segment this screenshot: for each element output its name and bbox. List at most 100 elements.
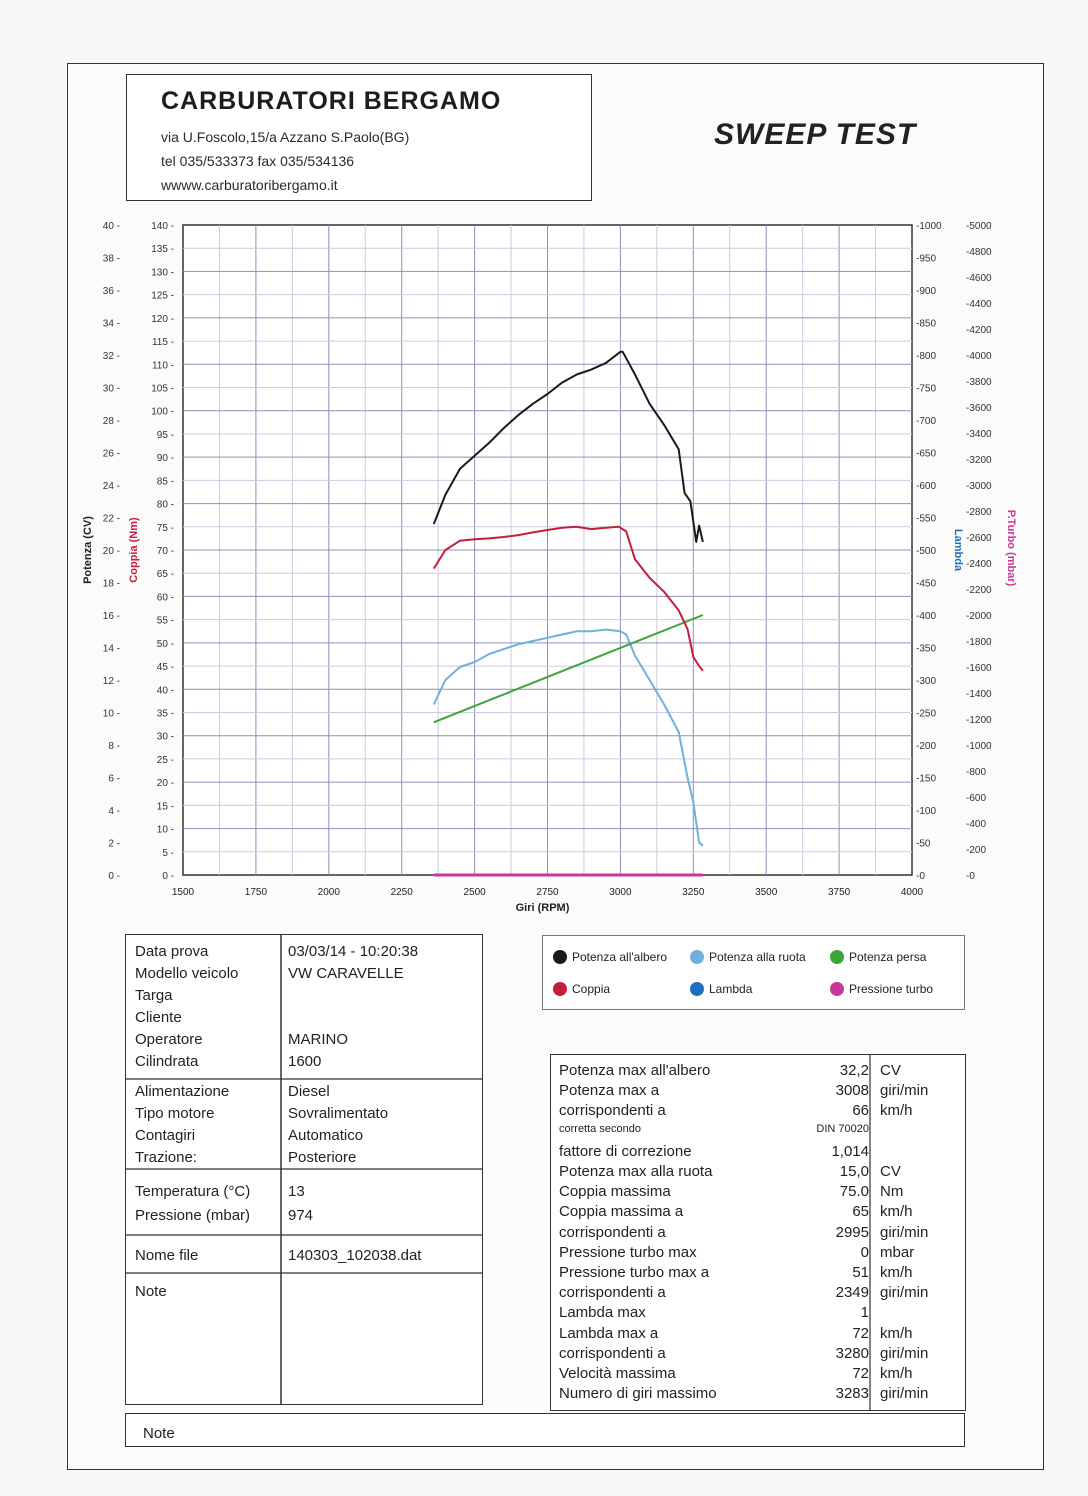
info-value: Sovralimentato bbox=[288, 1105, 389, 1122]
result-unit: km/h bbox=[880, 1203, 913, 1221]
y-tick-label-coppia: 60 - bbox=[157, 592, 174, 603]
result-value: DIN 70020 bbox=[816, 1122, 869, 1135]
result-value: 2349 bbox=[835, 1284, 869, 1302]
info-value: Automatico bbox=[288, 1127, 364, 1144]
y-tick-label-lambda: -1000 bbox=[916, 221, 942, 232]
legend-item: Coppia bbox=[553, 982, 610, 996]
y-tick-label-potenza: 26 - bbox=[103, 449, 120, 460]
y-tick-label-potenza: 40 - bbox=[103, 221, 120, 232]
x-tick-label: 2000 bbox=[318, 887, 341, 898]
info-value: 974 bbox=[288, 1207, 314, 1224]
info-value: 140303_102038.dat bbox=[288, 1247, 422, 1264]
result-value: 1,014 bbox=[831, 1142, 869, 1160]
y-tick-label-potenza: 0 - bbox=[108, 871, 120, 882]
y-tick-label-coppia: 125 - bbox=[151, 291, 174, 302]
y-tick-label-coppia: 120 - bbox=[151, 314, 174, 325]
result-label: Velocità massima bbox=[559, 1365, 676, 1382]
y-tick-label-potenza: 2 - bbox=[108, 839, 120, 850]
info-label: Temperatura (°C) bbox=[135, 1183, 251, 1200]
y-tick-label-turbo: -3400 bbox=[966, 429, 992, 440]
y-tick-label-turbo: -4400 bbox=[966, 299, 992, 310]
turbo-axis-label: P.Turbo (mbar) bbox=[1005, 510, 1017, 587]
legend-label: Lambda bbox=[709, 982, 753, 996]
result-value: 75.0 bbox=[839, 1183, 869, 1201]
y-tick-label-potenza: 12 - bbox=[103, 676, 120, 687]
y-tick-label-coppia: 75 - bbox=[157, 523, 174, 534]
x-tick-label: 1500 bbox=[172, 887, 195, 898]
y-tick-label-lambda: -150 bbox=[916, 774, 936, 785]
y-tick-label-potenza: 28 - bbox=[103, 416, 120, 427]
y-tick-label-potenza: 36 - bbox=[103, 286, 120, 297]
y-tick-label-coppia: 50 - bbox=[157, 639, 174, 650]
y-tick-label-potenza: 24 - bbox=[103, 481, 120, 492]
info-value: VW CARAVELLE bbox=[288, 965, 404, 982]
info-label: Note bbox=[135, 1283, 167, 1300]
result-unit: CV bbox=[880, 1163, 901, 1180]
y-tick-label-turbo: -1600 bbox=[966, 663, 992, 674]
y-tick-label-coppia: 30 - bbox=[157, 732, 174, 743]
footer-note-label: Note bbox=[143, 1425, 175, 1442]
info-label: Targa bbox=[135, 987, 173, 1004]
info-label: Cilindrata bbox=[135, 1053, 199, 1070]
y-tick-label-potenza: 16 - bbox=[103, 611, 120, 622]
y-tick-label-potenza: 38 - bbox=[103, 254, 120, 265]
result-unit: km/h bbox=[880, 1264, 913, 1281]
legend-label: Coppia bbox=[572, 982, 611, 996]
dyno-chart: 1500 1750 2000 2250 2500 2750 3000 3250 3500 3750… bbox=[82, 221, 1017, 914]
x-axis-label: Giri (RPM) bbox=[516, 902, 570, 914]
y-tick-label-lambda: -100 bbox=[916, 806, 936, 817]
result-label: Lambda max a bbox=[559, 1324, 659, 1342]
y-tick-label-potenza: 22 - bbox=[103, 514, 120, 525]
legend-item: Potenza alla ruota bbox=[690, 950, 806, 964]
y-tick-label-coppia: 80 - bbox=[157, 500, 174, 511]
result-label: Potenza max all'albero bbox=[559, 1062, 711, 1079]
result-label: Pressione turbo max bbox=[559, 1243, 697, 1261]
y-tick-label-lambda: -300 bbox=[916, 676, 936, 687]
y-tick-label-coppia: 100 - bbox=[151, 407, 174, 418]
result-unit: km/h bbox=[880, 1365, 913, 1382]
y-tick-label-potenza: 14 - bbox=[103, 644, 120, 655]
result-label: corrispondenti a bbox=[559, 1344, 666, 1362]
result-unit: km/h bbox=[880, 1102, 913, 1120]
results-table: Potenza max all'albero 32,2 CV Potenza max … bbox=[550, 1054, 966, 1411]
y-tick-label-coppia: 85 - bbox=[157, 476, 174, 487]
result-label: corrispondenti a bbox=[559, 1284, 666, 1302]
y-tick-label-lambda: -700 bbox=[916, 416, 936, 427]
y-tick-label-turbo: -1000 bbox=[966, 741, 992, 752]
result-value: 3283 bbox=[835, 1385, 869, 1403]
x-tick-label: 4000 bbox=[901, 887, 924, 898]
result-value: 65 bbox=[852, 1203, 869, 1221]
y-tick-label-turbo: -4800 bbox=[966, 247, 992, 258]
footer-note-box: Note bbox=[125, 1413, 965, 1447]
y-tick-label-coppia: 35 - bbox=[157, 709, 174, 720]
x-tick-label: 3250 bbox=[682, 887, 705, 898]
result-label: corretta secondo bbox=[559, 1122, 641, 1135]
result-value: 72 bbox=[852, 1365, 869, 1382]
result-label: Pressione turbo max a bbox=[559, 1264, 710, 1281]
x-tick-label: 1750 bbox=[245, 887, 268, 898]
result-value: 2995 bbox=[835, 1223, 869, 1241]
result-unit: giri/min bbox=[880, 1344, 929, 1362]
info-label: Operatore bbox=[135, 1031, 203, 1048]
y-tick-label-turbo: -2800 bbox=[966, 507, 992, 518]
y-tick-label-coppia: 135 - bbox=[151, 244, 174, 255]
y-tick-label-coppia: 15 - bbox=[157, 801, 174, 812]
y-tick-label-lambda: -950 bbox=[916, 254, 936, 265]
y-tick-label-coppia: 140 - bbox=[151, 221, 174, 232]
y-tick-label-turbo: -1200 bbox=[966, 715, 992, 726]
info-label: Trazione: bbox=[135, 1149, 197, 1166]
x-tick-label: 2750 bbox=[536, 887, 559, 898]
y-tick-label-potenza: 34 - bbox=[103, 319, 120, 330]
y-tick-label-lambda: -800 bbox=[916, 351, 936, 362]
info-value: Diesel bbox=[288, 1083, 330, 1100]
y-tick-label-turbo: -1800 bbox=[966, 637, 992, 648]
y-tick-label-coppia: 20 - bbox=[157, 778, 174, 789]
y-tick-label-potenza: 4 - bbox=[108, 806, 120, 817]
x-tick-label: 2500 bbox=[463, 887, 486, 898]
y-tick-label-turbo: -4000 bbox=[966, 351, 992, 362]
y-tick-label-lambda: -450 bbox=[916, 579, 936, 590]
y-tick-label-coppia: 10 - bbox=[157, 825, 174, 836]
y-tick-label-lambda: -0 bbox=[916, 871, 925, 882]
info-label: Alimentazione bbox=[135, 1083, 230, 1100]
y-tick-label-turbo: -2000 bbox=[966, 611, 992, 622]
